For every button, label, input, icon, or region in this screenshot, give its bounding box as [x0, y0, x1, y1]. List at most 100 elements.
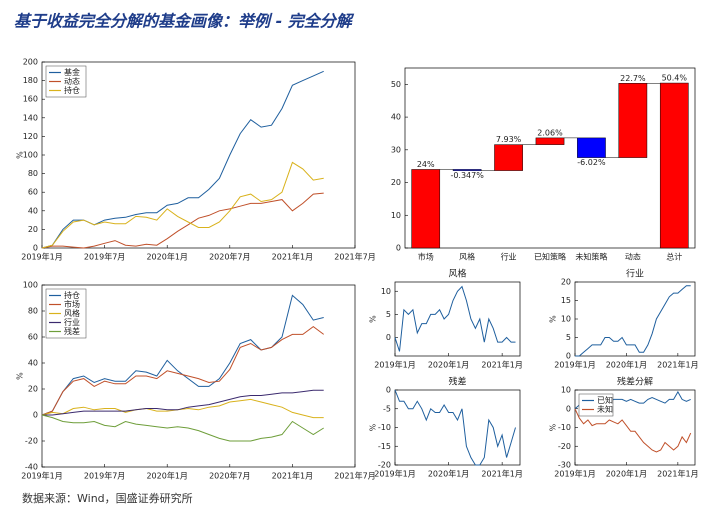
chart-title: 残差: [448, 376, 466, 388]
y-tick-label: 10: [381, 287, 391, 296]
line-series: [41, 161, 324, 249]
y-tick-label: -20: [25, 437, 38, 446]
x-tick-label: 2021年1月: [272, 471, 313, 481]
waterfall-bar: [659, 82, 689, 249]
y-tick-label: -20: [378, 461, 391, 470]
waterfall-bar: [535, 137, 565, 145]
y-tick-label: 20: [28, 385, 38, 394]
y-tick-label: 20: [391, 178, 401, 187]
page-title: 基于收益完全分解的基金画像：举例 - 完全分解: [14, 12, 355, 31]
y-tick-label: 0: [386, 333, 391, 342]
line-series: [394, 389, 516, 466]
plot-frame: [41, 61, 356, 249]
y-tick-label: 0: [566, 352, 571, 361]
x-tick-label: 2021年1月: [272, 252, 313, 262]
line-series: [41, 398, 324, 419]
waterfall-bar: [618, 83, 648, 158]
chart-title: 行业: [626, 268, 644, 280]
value-label: -6.02%: [577, 158, 606, 167]
x-tick-label: 2020年1月: [146, 471, 187, 481]
y-tick-label: 40: [391, 113, 401, 122]
y-tick-label: 15: [561, 296, 571, 305]
legend-label: 行业: [64, 317, 80, 327]
x-tick-label: 2020年1月: [606, 469, 647, 479]
y-tick-label: -10: [378, 423, 391, 432]
x-tick-label: 2020年7月: [209, 471, 250, 481]
y-tick-label: 10: [561, 386, 571, 395]
legend-label: 持仓: [64, 85, 80, 95]
value-label: 7.93%: [496, 135, 522, 144]
source-note: 数据来源：Wind，国盛证券研究所: [22, 491, 193, 505]
y-tick-label: -15: [378, 442, 391, 451]
y-tick-label: 80: [28, 307, 38, 316]
y-tick-label: 180: [23, 76, 38, 85]
x-tick-label: 总计: [666, 252, 682, 262]
x-tick-label: 2020年1月: [428, 469, 469, 479]
y-tick-label: 20: [28, 225, 38, 234]
y-tick-label: 60: [28, 188, 38, 197]
x-tick-label: 2019年1月: [21, 252, 62, 262]
y-axis-label: %: [369, 423, 378, 431]
plot-frame: [41, 284, 356, 468]
y-tick-label: 0: [386, 386, 391, 395]
value-label: -0.347%: [450, 171, 484, 180]
x-tick-label: 2020年1月: [146, 252, 187, 262]
legend-label: 持仓: [64, 290, 80, 300]
y-axis-label: %: [16, 151, 25, 159]
y-tick-label: 40: [28, 359, 38, 368]
x-tick-label: 2019年1月: [21, 471, 62, 481]
y-axis-label: %: [369, 315, 378, 323]
y-tick-label: 140: [23, 113, 38, 122]
x-tick-label: 已知策略: [534, 252, 566, 262]
plot-frame: [404, 67, 696, 249]
value-label: 50.4%: [662, 74, 688, 83]
legend-label: 动态: [64, 76, 80, 86]
y-tick-label: 5: [386, 310, 391, 319]
x-tick-label: 2019年7月: [84, 252, 125, 262]
y-tick-label: -10: [558, 423, 571, 432]
chart-title: 残差分解: [617, 376, 653, 388]
x-tick-label: 2020年1月: [606, 360, 647, 370]
legend-label: 风格: [64, 308, 80, 318]
y-tick-label: 20: [561, 278, 571, 287]
line-series: [394, 285, 516, 352]
waterfall-bar: [411, 169, 441, 249]
y-tick-label: -20: [558, 442, 571, 451]
y-tick-label: 0: [33, 411, 38, 420]
x-tick-label: 2021年7月: [334, 252, 375, 262]
y-tick-label: 40: [28, 206, 38, 215]
line-series: [41, 414, 324, 442]
y-tick-label: 10: [391, 211, 401, 220]
x-tick-label: 市场: [418, 252, 434, 262]
waterfall-bar: [494, 144, 523, 171]
y-tick-label: 120: [23, 132, 38, 141]
value-label: 24%: [417, 160, 435, 169]
x-tick-label: 2021年1月: [657, 469, 698, 479]
line-series: [42, 389, 324, 416]
x-tick-label: 2019年1月: [374, 360, 415, 370]
x-tick-label: 2020年7月: [209, 252, 250, 262]
y-tick-label: 0: [396, 244, 401, 253]
y-tick-label: 30: [391, 145, 401, 154]
y-tick-label: 200: [23, 58, 38, 67]
x-tick-label: 动态: [625, 252, 641, 262]
legend-label: 残差: [64, 326, 80, 336]
value-label: 2.06%: [537, 128, 563, 137]
line-series: [41, 70, 324, 249]
y-tick-label: 50: [391, 80, 401, 89]
x-tick-label: 行业: [501, 252, 517, 262]
line-series: [575, 285, 691, 357]
waterfall-bar: [577, 137, 606, 158]
x-tick-label: 未知策略: [575, 252, 607, 262]
legend-box: [578, 393, 614, 417]
x-tick-label: 2019年1月: [554, 360, 595, 370]
y-tick-label: -30: [558, 461, 571, 470]
legend-label: 市场: [64, 299, 80, 309]
y-axis-label: %: [549, 423, 558, 431]
y-axis-label: %: [549, 315, 558, 323]
x-tick-label: 2021年1月: [657, 360, 698, 370]
x-tick-label: 风格: [459, 252, 475, 262]
y-tick-label: 0: [33, 244, 38, 253]
legend-label: 已知: [597, 395, 613, 405]
